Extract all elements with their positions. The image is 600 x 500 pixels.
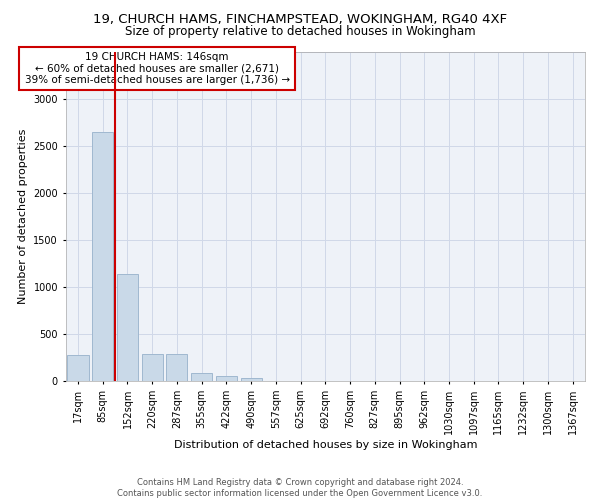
Bar bbox=[216, 376, 237, 382]
Y-axis label: Number of detached properties: Number of detached properties bbox=[17, 128, 28, 304]
Bar bbox=[166, 354, 187, 382]
Bar bbox=[67, 356, 89, 382]
Bar bbox=[117, 274, 138, 382]
Text: 19 CHURCH HAMS: 146sqm
← 60% of detached houses are smaller (2,671)
39% of semi-: 19 CHURCH HAMS: 146sqm ← 60% of detached… bbox=[25, 52, 290, 85]
Text: Size of property relative to detached houses in Wokingham: Size of property relative to detached ho… bbox=[125, 25, 475, 38]
Text: 19, CHURCH HAMS, FINCHAMPSTEAD, WOKINGHAM, RG40 4XF: 19, CHURCH HAMS, FINCHAMPSTEAD, WOKINGHA… bbox=[93, 12, 507, 26]
Text: Contains HM Land Registry data © Crown copyright and database right 2024.
Contai: Contains HM Land Registry data © Crown c… bbox=[118, 478, 482, 498]
Bar bbox=[191, 373, 212, 382]
X-axis label: Distribution of detached houses by size in Wokingham: Distribution of detached houses by size … bbox=[173, 440, 477, 450]
Bar bbox=[92, 132, 113, 382]
Bar bbox=[142, 354, 163, 382]
Bar bbox=[241, 378, 262, 382]
